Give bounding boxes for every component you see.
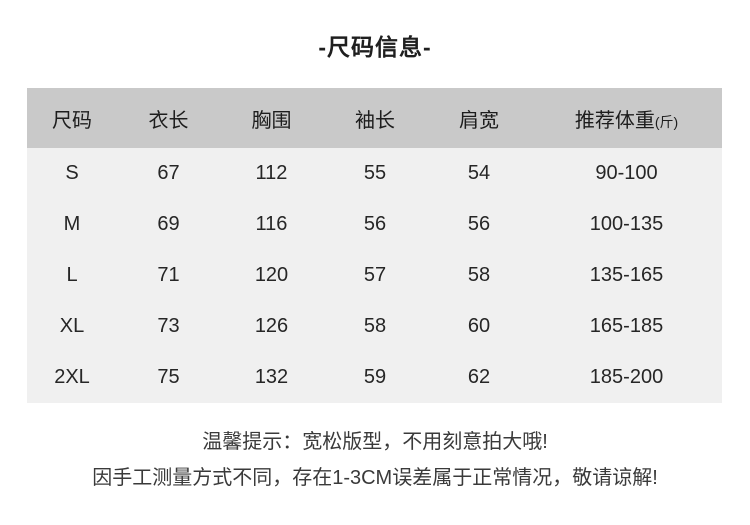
column-header-sleeve: 袖长 bbox=[323, 88, 427, 148]
cell-shoulder: 56 bbox=[467, 213, 491, 235]
cell-size: L bbox=[66, 264, 78, 286]
cell-sleeve: 56 bbox=[363, 213, 387, 235]
cell-shoulder: 62 bbox=[467, 366, 491, 388]
column-header-shoulder-label: 肩宽 bbox=[459, 109, 499, 132]
page-title: -尺码信息- bbox=[318, 34, 432, 60]
cell-length: 69 bbox=[157, 213, 180, 235]
table-header: 尺码 衣长 胸围 袖长 肩宽 推荐体重(斤) bbox=[27, 88, 722, 148]
size-table: 尺码 衣长 胸围 袖长 肩宽 推荐体重(斤) S 67 112 55 54 90… bbox=[27, 88, 722, 403]
cell-shoulder: 54 bbox=[467, 162, 491, 184]
column-header-weight: 推荐体重(斤) bbox=[531, 88, 722, 148]
column-header-size-label: 尺码 bbox=[52, 109, 92, 132]
cell-bust: 126 bbox=[254, 315, 289, 337]
cell-sleeve: 55 bbox=[363, 162, 387, 184]
note-measurement-tolerance: 因手工测量方式不同，存在1-3CM误差属于正常情况，敬请谅解! bbox=[92, 467, 658, 489]
column-header-sleeve-label: 袖长 bbox=[355, 109, 395, 132]
cell-size: 2XL bbox=[54, 366, 90, 388]
cell-bust: 132 bbox=[254, 366, 289, 388]
cell-bust: 120 bbox=[254, 264, 289, 286]
column-header-bust: 胸围 bbox=[220, 88, 323, 148]
notes-section: 温馨提示：宽松版型，不用刻意拍大哦! 因手工测量方式不同，存在1-3CM误差属于… bbox=[0, 424, 750, 496]
cell-size: S bbox=[65, 162, 79, 184]
table-row: M 69 116 56 56 100-135 bbox=[27, 199, 722, 250]
column-header-shoulder: 肩宽 bbox=[427, 88, 531, 148]
cell-weight: 90-100 bbox=[595, 162, 658, 184]
table-row: L 71 120 57 58 135-165 bbox=[27, 250, 722, 301]
cell-weight: 165-185 bbox=[589, 315, 664, 337]
cell-bust: 116 bbox=[255, 213, 288, 235]
table-header-row: 尺码 衣长 胸围 袖长 肩宽 推荐体重(斤) bbox=[27, 88, 722, 148]
table-body: S 67 112 55 54 90-100 M 69 116 56 56 100… bbox=[27, 148, 722, 403]
cell-sleeve: 57 bbox=[363, 264, 387, 286]
cell-weight: 135-165 bbox=[589, 264, 664, 286]
cell-shoulder: 60 bbox=[467, 315, 491, 337]
cell-weight: 100-135 bbox=[589, 213, 664, 235]
cell-length: 73 bbox=[157, 315, 180, 337]
cell-sleeve: 58 bbox=[363, 315, 387, 337]
cell-length: 71 bbox=[157, 264, 180, 286]
table-row: 2XL 75 132 59 62 185-200 bbox=[27, 352, 722, 403]
column-header-weight-label: 推荐体重 bbox=[574, 109, 655, 132]
cell-size: XL bbox=[59, 315, 85, 337]
column-header-length: 衣长 bbox=[117, 88, 220, 148]
note-fit-tip: 温馨提示：宽松版型，不用刻意拍大哦! bbox=[202, 431, 548, 453]
cell-size: M bbox=[63, 213, 81, 235]
cell-sleeve: 59 bbox=[363, 366, 387, 388]
column-header-bust-label: 胸围 bbox=[251, 109, 292, 132]
table-row: XL 73 126 58 60 165-185 bbox=[27, 301, 722, 352]
cell-bust: 112 bbox=[255, 162, 288, 184]
cell-length: 67 bbox=[157, 162, 180, 184]
cell-shoulder: 58 bbox=[467, 264, 491, 286]
column-header-length-label: 衣长 bbox=[148, 109, 189, 132]
table-row: S 67 112 55 54 90-100 bbox=[27, 148, 722, 199]
column-header-size: 尺码 bbox=[27, 88, 117, 148]
cell-weight: 185-200 bbox=[589, 366, 664, 388]
cell-length: 75 bbox=[157, 366, 180, 388]
column-header-weight-unit: (斤) bbox=[654, 113, 679, 130]
